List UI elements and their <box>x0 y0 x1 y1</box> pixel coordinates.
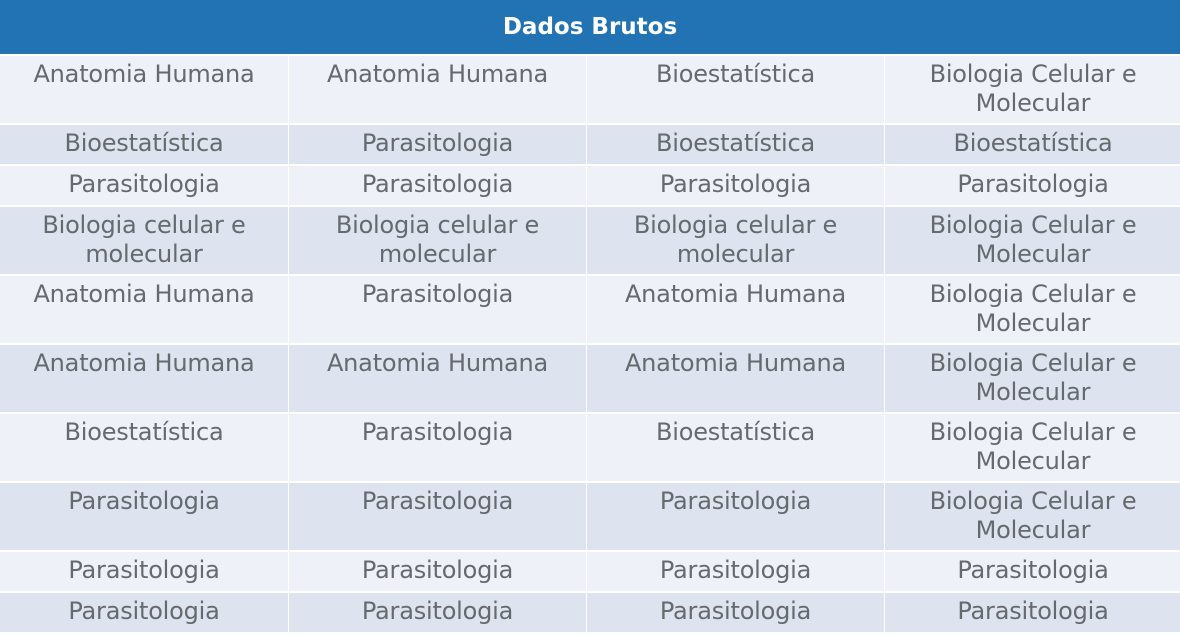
table-cell: Anatomia Humana <box>0 56 288 123</box>
table-cell: Parasitologia <box>587 593 884 632</box>
table-row: Anatomia Humana Parasitologia Anatomia H… <box>0 276 1180 343</box>
table-cell: Biologia Celular e Molecular <box>885 276 1180 343</box>
table-cell: Biologia Celular e Molecular <box>885 414 1180 481</box>
table-cell: Parasitologia <box>289 593 586 632</box>
table-cell: Biologia celular e molecular <box>0 207 288 274</box>
table-row: Anatomia Humana Anatomia Humana Bioestat… <box>0 56 1180 123</box>
table-cell: Bioestatística <box>885 125 1180 164</box>
table-cell: Parasitologia <box>0 552 288 591</box>
table-row: Anatomia Humana Anatomia Humana Anatomia… <box>0 345 1180 412</box>
table-cell: Parasitologia <box>587 552 884 591</box>
table-cell: Parasitologia <box>0 483 288 550</box>
table-cell: Bioestatística <box>0 414 288 481</box>
table-cell: Parasitologia <box>289 276 586 343</box>
table-cell: Anatomia Humana <box>0 276 288 343</box>
table-row: Parasitologia Parasitologia Parasitologi… <box>0 593 1180 632</box>
table-cell: Parasitologia <box>587 483 884 550</box>
table-cell: Biologia Celular e Molecular <box>885 345 1180 412</box>
table-cell: Parasitologia <box>0 593 288 632</box>
table-row: Parasitologia Parasitologia Parasitologi… <box>0 166 1180 205</box>
table-cell: Parasitologia <box>289 483 586 550</box>
table-cell: Anatomia Humana <box>289 345 586 412</box>
table-cell: Parasitologia <box>0 166 288 205</box>
table-cell: Bioestatística <box>587 125 884 164</box>
table-cell: Parasitologia <box>885 552 1180 591</box>
table-cell: Parasitologia <box>289 166 586 205</box>
table-cell: Biologia Celular e Molecular <box>885 483 1180 550</box>
table-cell: Anatomia Humana <box>289 56 586 123</box>
table-cell: Anatomia Humana <box>587 276 884 343</box>
table-cell: Anatomia Humana <box>587 345 884 412</box>
table-cell: Parasitologia <box>289 125 586 164</box>
table-cell: Anatomia Humana <box>0 345 288 412</box>
table-cell: Biologia Celular e Molecular <box>885 56 1180 123</box>
table-title: Dados Brutos <box>0 0 1180 54</box>
table-cell: Bioestatística <box>587 414 884 481</box>
table-cell: Parasitologia <box>885 166 1180 205</box>
table-row: Bioestatística Parasitologia Bioestatíst… <box>0 414 1180 481</box>
table-cell: Biologia celular e molecular <box>289 207 586 274</box>
table-cell: Bioestatística <box>587 56 884 123</box>
table-row: Biologia celular e molecular Biologia ce… <box>0 207 1180 274</box>
table-row: Parasitologia Parasitologia Parasitologi… <box>0 552 1180 591</box>
table-cell: Biologia celular e molecular <box>587 207 884 274</box>
table-cell: Parasitologia <box>885 593 1180 632</box>
table-cell: Parasitologia <box>289 552 586 591</box>
table-cell: Parasitologia <box>289 414 586 481</box>
table-cell: Parasitologia <box>587 166 884 205</box>
table-body: Anatomia Humana Anatomia Humana Bioestat… <box>0 56 1180 634</box>
table-row: Bioestatística Parasitologia Bioestatíst… <box>0 125 1180 164</box>
table-row: Parasitologia Parasitologia Parasitologi… <box>0 483 1180 550</box>
table-cell: Bioestatística <box>0 125 288 164</box>
table-cell: Biologia Celular e Molecular <box>885 207 1180 274</box>
